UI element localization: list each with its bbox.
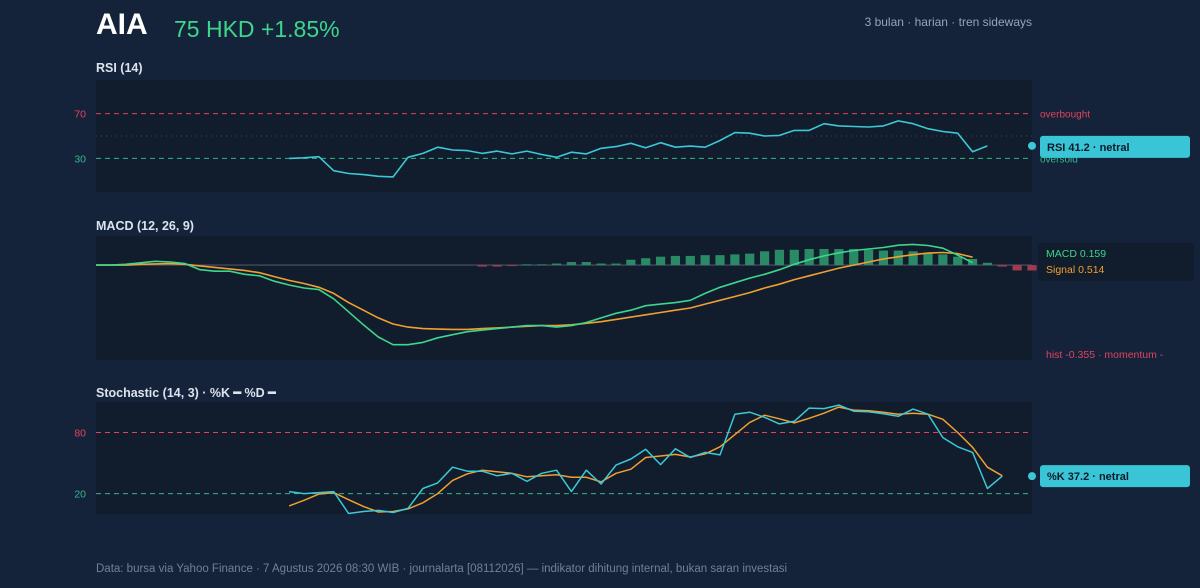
- rsi-last-point: [1028, 141, 1036, 150]
- macd-hist-bar: [819, 249, 829, 266]
- rsi-title: RSI (14): [96, 61, 143, 75]
- macd-hist-bar: [878, 250, 889, 266]
- macd-hist-bar: [1027, 265, 1037, 271]
- price-change: 75 HKD +1.85%: [174, 16, 340, 42]
- oversold-label: oversold: [1040, 154, 1078, 165]
- macd-hist-bar: [849, 249, 859, 266]
- macd-hist-bar: [477, 265, 487, 267]
- macd-hist-bar: [745, 253, 755, 266]
- macd-plot-area: [96, 236, 1032, 360]
- macd-hist-bar: [566, 262, 577, 266]
- macd-hist-bar: [611, 263, 621, 266]
- macd-hist-bar: [938, 254, 948, 266]
- signal-legend-label: Signal 0.514: [1046, 264, 1105, 276]
- macd-hist-bar: [953, 256, 963, 266]
- stoch-title: Stochastic (14, 3) · %K ━ %D ━: [96, 386, 276, 400]
- rsi-panel: overbought oversold 70 30 RSI 41.2 · netral: [74, 80, 1190, 192]
- stoch-badge: %K 37.2 · netral: [1047, 471, 1129, 483]
- chart-meta: 3 bulan · harian · tren sideways: [864, 15, 1032, 29]
- macd-hist-bar: [997, 265, 1007, 267]
- footer-note: Data: bursa via Yahoo Finance · 7 Agustu…: [96, 563, 788, 575]
- macd-hist-bar: [670, 255, 681, 266]
- rsi-tick-70: 70: [74, 109, 86, 121]
- macd-hist-bar: [804, 249, 814, 266]
- rsi-line: [289, 120, 988, 178]
- stoch-last-point: [1028, 472, 1036, 481]
- stoch-badge-bg: [1040, 465, 1190, 488]
- rsi-badge: RSI 41.2 · netral: [1047, 142, 1130, 154]
- stoch-k-line: [289, 404, 1003, 515]
- macd-hist-bar: [893, 250, 903, 266]
- macd-hist-bar: [655, 256, 666, 266]
- macd-hist-bar: [834, 249, 844, 266]
- stoch-panel: 80 20 %K 37.2 · netral: [74, 402, 1190, 515]
- macd-hist-label: hist -0.355 · momentum -: [1046, 349, 1164, 361]
- macd-hist-bar: [1012, 265, 1022, 271]
- macd-hist-bar: [581, 262, 591, 266]
- macd-hist-bar: [730, 254, 740, 266]
- stoch-tick-20: 20: [74, 489, 86, 501]
- macd-hist-bar: [507, 265, 517, 267]
- stoch-tick-80: 80: [74, 428, 86, 440]
- macd-hist-bar: [492, 265, 502, 267]
- macd-line: [96, 243, 973, 346]
- macd-hist-bar: [551, 263, 562, 266]
- macd-legend-label: MACD 0.159: [1046, 248, 1106, 260]
- macd-hist-bar: [685, 255, 695, 266]
- macd-hist-bar: [537, 264, 547, 266]
- rsi-tick-30: 30: [74, 153, 86, 165]
- macd-hist-bar: [626, 259, 636, 266]
- macd-hist-bar: [863, 249, 874, 266]
- macd-legend-box: [1038, 243, 1194, 281]
- overbought-label: overbought: [1040, 110, 1090, 121]
- macd-hist-bar: [789, 249, 799, 266]
- macd-hist-bar: [759, 251, 770, 266]
- macd-hist-bar: [982, 262, 993, 266]
- stoch-plot-area: [96, 402, 1032, 514]
- macd-hist-bar: [774, 249, 785, 266]
- macd-hist-bar: [522, 264, 532, 266]
- macd-panel: MACD 0.159 Signal 0.514 hist -0.355 · mome…: [96, 236, 1194, 361]
- macd-hist-bar: [908, 251, 918, 266]
- macd-hist-bar: [700, 255, 710, 266]
- ticker-symbol: AIA: [96, 8, 148, 41]
- macd-hist-bar: [923, 252, 933, 266]
- rsi-badge-bg: [1040, 135, 1190, 158]
- macd-hist-bar: [596, 263, 606, 266]
- macd-hist-bar: [641, 258, 651, 266]
- macd-hist-bar: [715, 255, 725, 266]
- macd-title: MACD (12, 26, 9): [96, 219, 194, 233]
